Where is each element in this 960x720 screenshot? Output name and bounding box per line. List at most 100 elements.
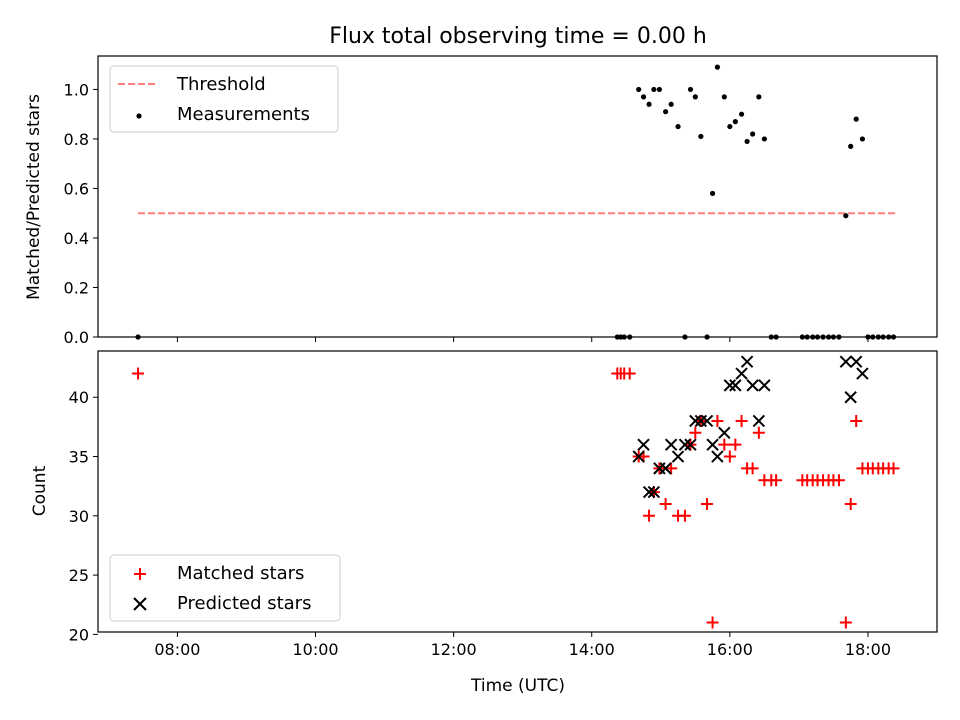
x-axis-label: Time (UTC) <box>470 676 565 696</box>
y-tick-label: 0.2 <box>64 278 89 297</box>
predicted-stars-point <box>723 379 737 392</box>
predicted-stars-point <box>735 367 748 380</box>
predicted-stars-point <box>647 485 661 499</box>
y-tick-label: 0.6 <box>64 179 89 198</box>
measurements-point <box>656 86 663 93</box>
matched-stars-point <box>678 509 691 522</box>
y-tick-label: 0.8 <box>64 130 89 149</box>
y-tick-label: 20 <box>69 625 89 644</box>
top-legend-box <box>109 65 339 133</box>
matched-stars-point <box>735 414 748 427</box>
predicted-stars-point <box>718 426 731 440</box>
matched-stars-point <box>718 438 731 451</box>
predicted-stars-point <box>758 379 771 392</box>
bottom-legend: Matched stars Predicted stars <box>109 554 341 622</box>
predicted-stars-point <box>637 438 650 451</box>
bottom-legend-box <box>109 554 341 622</box>
predicted-stars-point <box>684 438 697 451</box>
x-tick-label: 10:00 <box>292 640 338 659</box>
predicted-stars-point <box>632 450 645 463</box>
threshold-legend-label: Threshold <box>176 74 266 95</box>
measurements-point <box>750 131 756 137</box>
matched-stars-point <box>729 438 742 451</box>
measurements-point <box>738 111 745 117</box>
matched-stars-point <box>701 497 714 510</box>
x-tick-label: 16:00 <box>707 640 753 659</box>
measurements-point <box>727 123 733 130</box>
measurements-point <box>859 136 866 142</box>
measurements-point <box>843 213 849 219</box>
matched-stars-point <box>832 474 845 487</box>
measurements-point <box>744 138 750 145</box>
axes-frame <box>97 55 938 338</box>
measurements-point <box>853 116 859 122</box>
measurements-point <box>646 101 652 107</box>
y-tick-label: 1.0 <box>64 80 89 99</box>
x-tick-label: 14:00 <box>569 640 615 659</box>
measurements-point <box>687 86 694 93</box>
predicted-stars-point <box>689 414 702 428</box>
top-legend: Threshold Measurements <box>109 65 339 133</box>
matched-stars-point <box>711 414 724 427</box>
y-tick-label: 0.0 <box>64 328 89 347</box>
bottom-axes: 08:00 10:00 12:00 14:00 16:00 18:00 20 25 30 35 40 <box>69 350 938 659</box>
predicted-stars-point <box>839 355 853 368</box>
measurements-point <box>721 94 727 100</box>
measurements-point <box>709 190 716 197</box>
measurements-point <box>675 123 681 130</box>
axes-frame <box>97 350 938 633</box>
matched-stars-point <box>770 474 783 487</box>
matched-stars-legend-label: Matched stars <box>177 563 304 584</box>
matched-stars-point <box>887 462 900 475</box>
x-tick-label: 18:00 <box>845 640 891 659</box>
matched-stars-point <box>706 616 719 629</box>
measurements-point <box>761 136 767 142</box>
predicted-stars-point <box>659 462 672 475</box>
x-tick-label: 08:00 <box>154 640 200 659</box>
matched-stars-point <box>839 616 852 629</box>
predicted-stars-point <box>671 450 685 463</box>
matched-stars-point <box>850 414 863 427</box>
measurements-point <box>848 143 854 149</box>
matched-stars-point <box>723 450 736 463</box>
predicted-stars-point <box>740 355 754 368</box>
matched-stars-point <box>844 497 857 510</box>
matched-stars-point <box>689 426 702 439</box>
measurements-legend-swatch <box>136 113 142 119</box>
predicted-stars-point <box>849 355 863 368</box>
predicted-stars-legend-swatch <box>133 597 147 611</box>
measurements-point <box>668 101 674 107</box>
predicted-stars-point <box>700 414 714 428</box>
measurements-point <box>651 86 657 93</box>
measurements-legend-label: Measurements <box>177 104 310 125</box>
y-tick-label: 25 <box>69 566 89 585</box>
predicted-stars-point <box>856 367 869 380</box>
predicted-stars-point <box>746 379 759 392</box>
measurements-point <box>732 119 738 125</box>
measurements-point <box>714 64 721 70</box>
y-tick-label: 35 <box>69 448 89 467</box>
x-tick-label: 12:00 <box>431 640 477 659</box>
predicted-stars-point <box>844 391 857 404</box>
top-chart-title: Flux total observing time = 0.00 h <box>329 24 707 49</box>
predicted-stars-point <box>678 438 692 451</box>
predicted-stars-legend-label: Predicted stars <box>177 593 311 614</box>
bottom-y-axis-label: Count <box>30 465 50 516</box>
y-tick-label: 30 <box>69 507 89 526</box>
predicted-stars-point <box>664 438 678 451</box>
predicted-stars-point <box>752 414 766 428</box>
y-tick-label: 0.4 <box>64 229 89 248</box>
predicted-stars-point <box>711 450 724 463</box>
measurements-point <box>636 86 642 93</box>
measurements-point <box>640 94 647 100</box>
matched-stars-point <box>132 367 145 380</box>
y-tick-label: 40 <box>69 388 89 407</box>
matched-stars-point <box>623 367 636 380</box>
measurements-point <box>692 94 698 100</box>
matched-stars-point <box>665 462 678 475</box>
matched-stars-legend-swatch <box>134 568 146 580</box>
predicted-stars-point <box>729 379 742 392</box>
matched-stars-point <box>659 497 672 510</box>
predicted-stars-point <box>642 485 656 499</box>
